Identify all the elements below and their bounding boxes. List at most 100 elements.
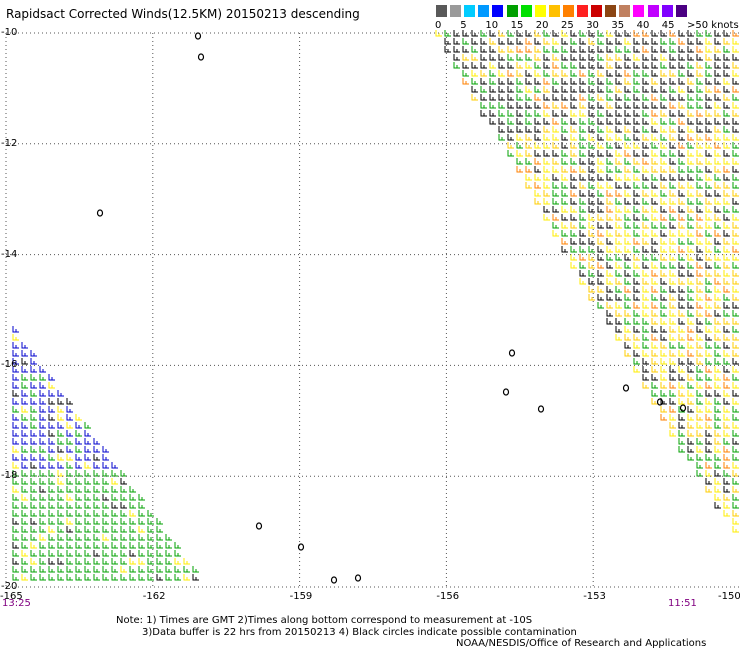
wind-barb [660,206,667,213]
wind-barb [57,438,64,445]
wind-barb [714,262,721,269]
wind-barb [660,358,667,365]
wind-barb [714,118,721,125]
wind-barb [669,206,676,213]
wind-barb [651,126,658,133]
wind-barb [579,222,586,229]
wind-barb [147,534,154,541]
map-grid [5,32,740,588]
wind-barb [687,342,694,349]
time-label-left: 13:25 [2,598,31,609]
wind-barb [723,174,730,181]
wind-barb [12,414,19,421]
wind-barb [84,494,91,501]
wind-barb [687,334,694,341]
legend-label: 45 [661,20,675,31]
wind-barb [588,30,595,37]
wind-barb [669,102,676,109]
wind-barb [624,198,631,205]
wind-barb [21,510,28,517]
wind-barb [21,574,28,581]
wind-barb [687,422,694,429]
wind-barb [102,558,109,565]
wind-barb [678,382,685,389]
wind-barb [678,198,685,205]
wind-barb [543,174,550,181]
wind-barb [138,574,145,581]
wind-barb [561,78,568,85]
wind-barb [678,222,685,229]
wind-barb [687,294,694,301]
wind-barb [651,382,658,389]
wind-barb [624,150,631,157]
wind-barb [651,358,658,365]
wind-barb [660,414,667,421]
wind-barb [606,38,613,45]
wind-barb [633,262,640,269]
wind-barb [678,366,685,373]
wind-barb [156,534,163,541]
wind-barb [732,190,739,197]
wind-barb [579,110,586,117]
wind-barb [138,518,145,525]
wind-barb [597,70,604,77]
wind-barb [696,334,703,341]
wind-barb [660,326,667,333]
wind-barb [696,94,703,101]
wind-barb [597,94,604,101]
wind-barb [516,78,523,85]
wind-barb [84,446,91,453]
wind-barb [705,78,712,85]
wind-barb [12,366,19,373]
wind-barb [732,254,739,261]
longitude-label: -159 [289,591,313,602]
wind-barb [705,438,712,445]
wind-barb [12,486,19,493]
wind-barb [30,526,37,533]
wind-barb [12,446,19,453]
wind-barb [642,166,649,173]
wind-barb [147,574,154,581]
wind-barb [57,390,64,397]
wind-barb [642,134,649,141]
wind-barb [138,494,145,501]
wind-barb [696,222,703,229]
wind-barb [678,262,685,269]
wind-barb [714,350,721,357]
wind-barb [525,118,532,125]
wind-barb [561,46,568,53]
wind-barb [39,558,46,565]
wind-barb [651,278,658,285]
wind-barb [615,70,622,77]
wind-barb [21,566,28,573]
wind-barb [597,174,604,181]
wind-barb [147,526,154,533]
wind-barb [678,438,685,445]
wind-barb [588,126,595,133]
wind-barb [687,230,694,237]
legend-swatch [647,5,659,17]
wind-barb [48,414,55,421]
wind-barb [723,342,730,349]
wind-barb [732,166,739,173]
wind-barb [633,118,640,125]
wind-barb [615,334,622,341]
wind-barb [597,246,604,253]
wind-barbs [12,30,739,581]
wind-barb [624,270,631,277]
legend-swatch [450,5,462,17]
wind-barb [48,558,55,565]
wind-barb [633,214,640,221]
wind-barb [120,486,127,493]
wind-barb [147,518,154,525]
wind-barb [120,526,127,533]
wind-barb [723,302,730,309]
island-outline [96,209,104,217]
wind-barb [138,558,145,565]
wind-barb [570,222,577,229]
wind-barb [624,30,631,37]
wind-barb [642,358,649,365]
wind-barb [705,174,712,181]
wind-barb [525,174,532,181]
wind-barb [633,350,640,357]
